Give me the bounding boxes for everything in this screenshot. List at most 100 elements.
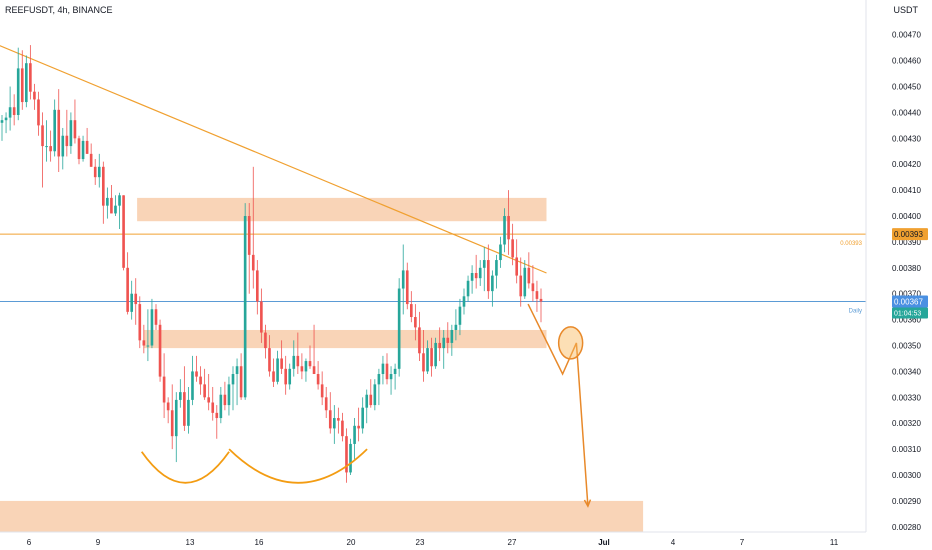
candle[interactable] xyxy=(73,99,77,144)
candle[interactable] xyxy=(268,335,271,377)
candle[interactable] xyxy=(77,135,81,165)
candle[interactable] xyxy=(199,366,202,395)
candle[interactable] xyxy=(365,389,369,424)
candle[interactable] xyxy=(418,311,421,362)
highlight-circle[interactable] xyxy=(557,326,584,360)
candle[interactable] xyxy=(33,83,36,110)
candle[interactable] xyxy=(243,203,247,400)
candle[interactable] xyxy=(308,345,312,369)
candle[interactable] xyxy=(4,112,8,134)
candle[interactable] xyxy=(296,332,300,375)
candle[interactable] xyxy=(215,405,219,439)
candle[interactable] xyxy=(531,265,535,302)
candle[interactable] xyxy=(478,260,482,286)
candle[interactable] xyxy=(332,405,336,444)
candle[interactable] xyxy=(482,247,486,292)
candle[interactable] xyxy=(29,45,32,100)
candle[interactable] xyxy=(434,337,437,369)
candle[interactable] xyxy=(381,355,385,385)
candle[interactable] xyxy=(361,397,365,434)
candle[interactable] xyxy=(154,304,158,330)
candle[interactable] xyxy=(45,120,48,162)
candle[interactable] xyxy=(16,47,20,121)
candle[interactable] xyxy=(93,159,97,185)
candle[interactable] xyxy=(462,288,466,315)
candle[interactable] xyxy=(65,109,69,157)
candle[interactable] xyxy=(187,386,190,434)
candle[interactable] xyxy=(260,288,263,343)
candle[interactable] xyxy=(288,363,292,390)
candle[interactable] xyxy=(486,244,490,299)
candle[interactable] xyxy=(300,353,304,380)
candle[interactable] xyxy=(320,371,324,406)
candle[interactable] xyxy=(503,208,506,253)
candle[interactable] xyxy=(183,366,186,431)
candle[interactable] xyxy=(511,223,514,266)
candle[interactable] xyxy=(280,340,283,375)
candle[interactable] xyxy=(110,184,113,214)
candle[interactable] xyxy=(499,236,502,268)
candle[interactable] xyxy=(397,278,401,377)
candle[interactable] xyxy=(37,91,40,136)
candle[interactable] xyxy=(324,386,328,419)
candle[interactable] xyxy=(446,322,450,354)
pattern-arc-2[interactable] xyxy=(228,448,368,484)
time-axis-background[interactable] xyxy=(0,532,932,550)
candle[interactable] xyxy=(191,355,194,406)
candle[interactable] xyxy=(126,252,129,315)
candle[interactable] xyxy=(474,254,478,289)
candle[interactable] xyxy=(491,270,494,307)
candle[interactable] xyxy=(393,363,397,390)
candle[interactable] xyxy=(345,428,348,483)
candle[interactable] xyxy=(389,366,393,395)
candle[interactable] xyxy=(466,275,470,302)
zone-support[interactable] xyxy=(144,329,547,349)
candle[interactable] xyxy=(211,386,215,421)
candle[interactable] xyxy=(207,374,211,411)
candle[interactable] xyxy=(118,192,121,229)
candle[interactable] xyxy=(264,324,267,359)
candle[interactable] xyxy=(377,368,381,406)
zone-target[interactable] xyxy=(0,500,644,532)
candle[interactable] xyxy=(20,50,24,110)
candle[interactable] xyxy=(328,392,332,434)
candle[interactable] xyxy=(166,397,170,424)
candle[interactable] xyxy=(414,304,417,341)
candle[interactable] xyxy=(247,203,251,294)
trendline[interactable] xyxy=(0,24,547,274)
candle[interactable] xyxy=(539,288,543,323)
candle[interactable] xyxy=(162,353,166,419)
candle[interactable] xyxy=(349,438,352,476)
candle[interactable] xyxy=(450,324,454,356)
candle[interactable] xyxy=(122,195,125,271)
candle[interactable] xyxy=(138,296,142,349)
candle[interactable] xyxy=(130,280,134,320)
candle[interactable] xyxy=(134,278,138,325)
candle[interactable] xyxy=(235,358,239,406)
candle[interactable] xyxy=(276,350,279,385)
candle[interactable] xyxy=(85,127,89,154)
candle[interactable] xyxy=(454,309,458,341)
candle[interactable] xyxy=(24,55,28,108)
candle[interactable] xyxy=(12,94,16,126)
candle[interactable] xyxy=(470,265,474,294)
candle[interactable] xyxy=(527,252,531,289)
candle[interactable] xyxy=(430,337,433,377)
candle[interactable] xyxy=(401,244,405,315)
candle[interactable] xyxy=(49,130,52,162)
candle[interactable] xyxy=(53,99,57,157)
candle[interactable] xyxy=(284,355,288,395)
candle[interactable] xyxy=(97,153,101,188)
candle[interactable] xyxy=(239,353,243,400)
candle[interactable] xyxy=(385,353,389,385)
candle[interactable] xyxy=(255,260,259,315)
candle[interactable] xyxy=(81,135,85,162)
candle[interactable] xyxy=(219,386,223,424)
candle[interactable] xyxy=(495,254,498,289)
candle[interactable] xyxy=(0,115,4,141)
candle[interactable] xyxy=(458,298,462,336)
candle[interactable] xyxy=(422,329,425,382)
candle[interactable] xyxy=(61,127,65,170)
candle[interactable] xyxy=(312,324,316,375)
